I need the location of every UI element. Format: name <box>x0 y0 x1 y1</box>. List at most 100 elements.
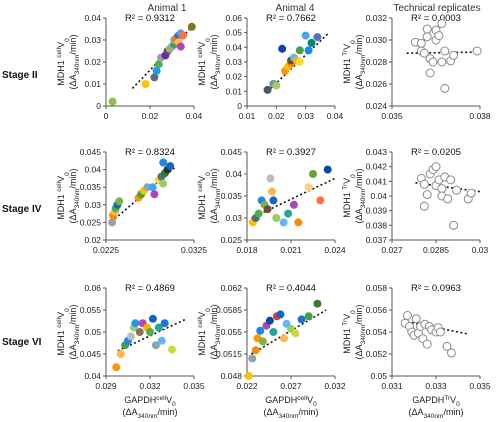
y-tick-label: 0 <box>96 101 101 111</box>
data-point <box>166 162 175 171</box>
x-label-part: GAPDH <box>265 395 297 405</box>
y-label-part: MDH1 <box>197 194 207 220</box>
data-point <box>176 42 185 51</box>
y-tick-label: 0.058 <box>366 283 388 293</box>
y-label-part: MDH1 <box>342 328 352 354</box>
y-axis-label: MDH1 TrV0(ΔA340nm/min) <box>342 305 367 360</box>
y-axis-label-line1: MDH1 cellV0 <box>56 38 71 86</box>
data-point <box>297 315 306 324</box>
y-axis-label: MDH1 cellV0(ΔA340nm/min) <box>197 169 222 224</box>
data-point <box>313 299 322 308</box>
x-tick-label: 0.024 <box>324 245 346 255</box>
y-label-part: 0 <box>350 40 357 44</box>
y-label-part: MDH1 <box>56 194 66 220</box>
data-point <box>151 341 160 350</box>
chart-panel-5: 0.025 0.03 0.035 0.04 0.045 0.018 0.021 0.024 R²… <box>197 147 346 255</box>
data-point <box>419 179 429 189</box>
y-axis-label: MDH1 cellV0(ΔA340nm/min) <box>56 305 81 360</box>
x-tick-label: 0.0225 <box>93 245 119 255</box>
y-tick-label: 0.01 <box>225 86 242 96</box>
x-tick-label: 0.035 <box>183 381 205 391</box>
y-tick-label: 0.041 <box>366 176 388 186</box>
data-point <box>437 184 447 194</box>
data-point <box>244 372 253 380</box>
y-tick-label: 0.062 <box>221 283 243 293</box>
y-label-part: 340nm <box>215 189 222 209</box>
x-tick-label: 0 <box>104 111 109 121</box>
y-label-part: 340nm <box>360 55 367 75</box>
r-squared-label: R² = 0.7662 <box>266 13 316 24</box>
data-point <box>159 179 168 188</box>
x-tick-label: 0.03 <box>297 111 314 121</box>
x-tick-label: 0.022 <box>236 381 258 391</box>
y-tick-label: 0.04 <box>84 13 101 23</box>
data-point <box>263 205 272 214</box>
x-label-part: 340nm <box>138 413 158 420</box>
y-axis-label-line1: MDH1 TrV0 <box>342 310 357 354</box>
r-squared-label: R² = 0.0963 <box>411 283 461 294</box>
data-point <box>146 328 154 336</box>
data-point <box>279 334 288 343</box>
y-label-part: /min) <box>209 35 219 55</box>
x-tick-label: 0.02 <box>142 111 159 121</box>
y-tick-label: 0.04 <box>84 165 101 175</box>
chart-panel-4: 0.02 0.025 0.03 0.035 0.04 0.045 0.0225 0.0325 R… <box>56 147 207 255</box>
x-label-part: cell <box>156 395 166 402</box>
y-label-part: V <box>342 178 352 184</box>
trend-line <box>266 32 330 92</box>
data-point <box>148 183 157 192</box>
y-label-part: V <box>342 314 352 320</box>
data-point <box>256 326 265 335</box>
y-tick-label: 0.054 <box>366 327 388 337</box>
x-label-part: 340nm <box>424 413 444 420</box>
y-axis-label: MDH1 TrV0(ΔA340nm/min) <box>342 35 367 90</box>
data-point <box>422 190 432 200</box>
chart-panel-8: 0.048 0.0515 0.055 0.0585 0.062 0.022 0.027 0.0… <box>197 283 346 420</box>
y-label-part: 0 <box>205 172 212 176</box>
y-label-part: /min) <box>354 305 364 325</box>
y-tick-label: 0.01 <box>84 79 101 89</box>
data-point <box>419 201 429 211</box>
y-axis-label-line2: (ΔA340nm/min) <box>354 305 367 360</box>
data-point <box>416 38 426 48</box>
data-point <box>154 323 163 332</box>
data-point <box>440 46 450 56</box>
data-point <box>108 218 117 227</box>
y-tick-label: 0.06 <box>84 283 101 293</box>
y-label-part: 0 <box>205 308 212 312</box>
y-label-part: MDH1 <box>197 330 207 356</box>
data-point <box>251 346 260 355</box>
data-point <box>265 316 274 325</box>
y-tick-label: 0.02 <box>84 57 101 67</box>
data-point <box>154 60 163 69</box>
x-label-part: V <box>450 395 456 405</box>
data-point <box>126 332 135 341</box>
x-tick-label: 0.027 <box>381 245 403 255</box>
data-point <box>168 345 176 354</box>
r-squared-label: R² = 0.8324 <box>125 147 175 158</box>
data-point <box>435 327 445 337</box>
x-tick-label: 0.032 <box>139 381 161 391</box>
y-tick-label: 0.045 <box>80 349 102 359</box>
y-label-part: V <box>197 42 207 48</box>
y-tick-label: 0.052 <box>366 349 388 359</box>
r-squared-label: R² = 0.0003 <box>411 13 461 24</box>
x-tick-label: 0.04 <box>186 111 203 121</box>
x-axis-label-line2: (ΔA340nm/min) <box>123 407 178 420</box>
data-point <box>254 209 263 218</box>
data-point <box>419 48 429 58</box>
x-label-part: V <box>166 395 172 405</box>
data-point <box>276 310 285 319</box>
y-tick-label: 0 <box>237 101 242 111</box>
y-label-part: /min) <box>354 35 364 55</box>
x-label-part: /min) <box>298 407 318 417</box>
chart-panel-1: 0 0.01 0.02 0.03 0.04 0 0.02 0.04 R² = 0.9312 MDH… <box>56 13 203 121</box>
trend-line <box>250 309 327 355</box>
y-axis-label: MDH1 cellV0(ΔA340nm/min) <box>56 169 81 224</box>
x-tick-label: 0.04 <box>327 111 344 121</box>
data-point <box>440 83 450 93</box>
y-label-part: /min) <box>68 35 78 55</box>
y-label-part: 340nm <box>360 325 367 345</box>
y-label-part: 0 <box>64 172 71 176</box>
y-label-part: V <box>56 176 66 182</box>
